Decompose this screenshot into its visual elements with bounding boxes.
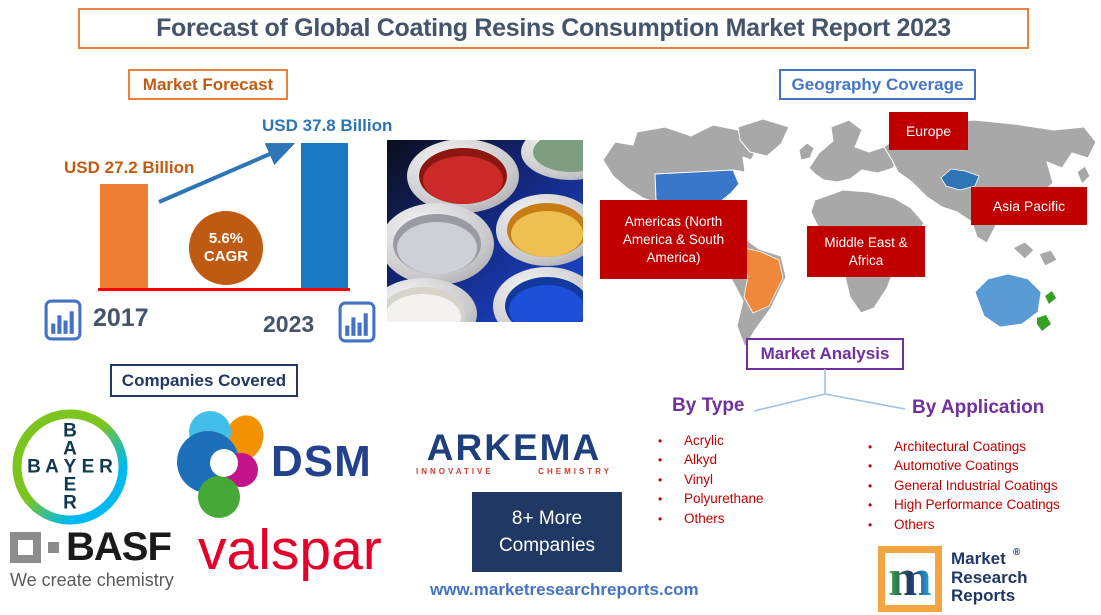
cagr-label: CAGR	[203, 248, 249, 265]
bullet-icon: •	[658, 453, 663, 468]
bullet-icon: •	[868, 478, 873, 493]
by-application-heading: By Application	[912, 397, 1045, 418]
arkema-tagline-right: CHEMISTRY	[538, 467, 612, 476]
bullet-icon: •	[868, 459, 873, 474]
paint-cans-image	[387, 140, 583, 322]
list-item: • Others	[658, 511, 764, 530]
dsm-logo-icon	[177, 411, 264, 518]
value-label-2023: USD 37.8 Billion	[262, 116, 393, 135]
list-item: • Polyurethane	[658, 491, 764, 510]
list-item: • Automotive Coatings	[868, 458, 1060, 477]
mrr-line1: Market	[951, 549, 1006, 568]
svg-text:A: A	[45, 457, 59, 478]
mrr-line3: Reports	[951, 586, 1016, 605]
list-item: • Architectural Coatings	[868, 439, 1060, 458]
list-item: • Acrylic	[658, 433, 764, 452]
svg-text:m: m	[888, 555, 931, 603]
svg-text:Y: Y	[64, 457, 77, 478]
website-link[interactable]: www.marketresearchreports.com	[430, 580, 699, 599]
region-label-middle-east-africa: Middle East & Africa	[807, 226, 925, 277]
by-type-list: • Acrylic • Alkyd • Vinyl • Polyurethane • Ot…	[658, 433, 764, 530]
dsm-logo: DSM	[271, 437, 372, 486]
region-label-americas: Americas (North America & South America)	[600, 200, 747, 279]
list-item-label: Acrylic	[684, 433, 724, 448]
svg-text:E: E	[64, 475, 77, 496]
list-item-label: Vinyl	[684, 471, 714, 487]
region-label-europe: Europe	[889, 112, 968, 150]
bar-2023	[301, 143, 348, 290]
mrr-line2: Research	[951, 567, 1028, 587]
svg-text:E: E	[82, 457, 95, 478]
list-item: • General Industrial Coatings	[868, 478, 1060, 497]
valspar-logo: valspar	[198, 518, 382, 582]
cagr-badge: 5.6% CAGR	[189, 211, 263, 285]
list-item: • High Performance Coatings	[868, 497, 1060, 516]
list-item: • Vinyl	[658, 472, 764, 491]
list-item-label: Polyurethane	[684, 491, 764, 507]
list-item-label: High Performance Coatings	[894, 497, 1060, 513]
registered-mark: ®	[1013, 547, 1021, 558]
page-title: Forecast of Global Coating Resins Consum…	[78, 8, 1029, 49]
arkema-wordmark: ARKEMA	[426, 427, 602, 468]
companies-covered-badge: Companies Covered	[110, 364, 298, 397]
basf-logo: BASF We create chemistry	[10, 525, 174, 591]
geography-coverage-badge: Geography Coverage	[779, 69, 976, 100]
bullet-icon: •	[658, 492, 663, 507]
mrr-m-icon: m	[888, 555, 931, 603]
bar-chart-icon-left	[44, 299, 82, 341]
value-label-2017: USD 27.2 Billion	[64, 158, 195, 177]
mrr-logo-text: ® Market Research Reports	[951, 546, 1028, 606]
cagr-value: 5.6%	[208, 230, 244, 247]
mrr-logo: m ® Market Research Reports	[878, 546, 1028, 612]
bullet-icon: •	[868, 517, 873, 532]
mrr-logo-mark: m	[878, 546, 942, 612]
basf-tagline: We create chemistry	[10, 570, 174, 590]
basf-wordmark: BASF	[66, 525, 172, 569]
region-label-asia-pacific: Asia Pacific	[971, 187, 1087, 225]
svg-text:R: R	[63, 493, 77, 514]
basf-square-icon	[10, 531, 41, 563]
arkema-tagline-left: INNOVATIVE	[416, 467, 494, 476]
list-item: • Alkyd	[658, 452, 764, 471]
bar-2017	[100, 184, 148, 290]
more-companies-line1: 8+ More	[511, 508, 583, 529]
list-item-label: Architectural Coatings	[894, 439, 1027, 454]
bullet-icon: •	[868, 440, 873, 454]
by-type-heading: By Type	[672, 395, 745, 416]
market-analysis-connector	[753, 369, 906, 412]
svg-text:B: B	[27, 457, 41, 478]
arkema-logo: ARKEMA INNOVATIVE CHEMISTRY	[400, 427, 628, 477]
year-label-2023: 2023	[263, 311, 315, 337]
market-forecast-badge: Market Forecast	[128, 69, 288, 100]
more-companies-badge: 8+ More Companies	[472, 492, 622, 572]
svg-text:A: A	[63, 439, 77, 460]
list-item-label: General Industrial Coatings	[894, 477, 1058, 493]
basf-dot-icon	[48, 541, 59, 553]
arkema-tagline: INNOVATIVE CHEMISTRY	[400, 467, 628, 476]
bullet-icon: •	[658, 472, 663, 487]
bullet-icon: •	[658, 511, 663, 526]
list-item-label: Others	[684, 510, 725, 526]
list-item: • Others	[868, 517, 1060, 536]
bullet-icon: •	[658, 434, 663, 448]
svg-text:R: R	[99, 457, 113, 478]
by-application-list: • Architectural Coatings • Automotive Coat…	[868, 439, 1060, 536]
year-label-2017: 2017	[93, 304, 149, 332]
list-item-label: Alkyd	[684, 452, 718, 468]
list-item-label: Others	[894, 516, 935, 532]
svg-text:B: B	[63, 421, 77, 442]
bar-chart-icon-right	[338, 301, 376, 343]
list-item-label: Automotive Coatings	[894, 458, 1019, 474]
chart-baseline	[98, 288, 350, 291]
bullet-icon: •	[868, 498, 873, 513]
more-companies-line2: Companies	[498, 535, 596, 556]
growth-arrow-icon	[158, 143, 296, 204]
market-analysis-badge: Market Analysis	[746, 338, 904, 370]
